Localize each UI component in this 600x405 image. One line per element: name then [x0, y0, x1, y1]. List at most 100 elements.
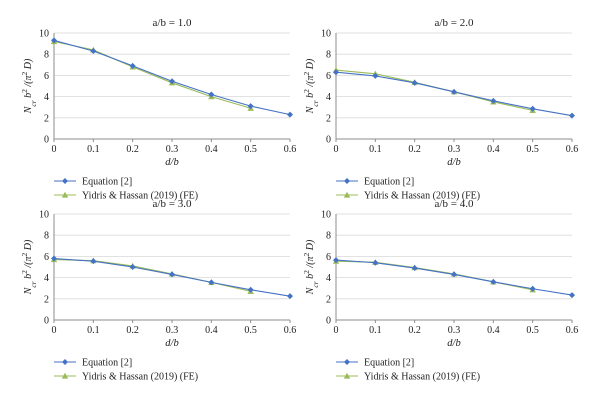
y-tick-label: 0 — [326, 316, 331, 327]
data-point-diamond — [529, 105, 536, 112]
y-tick-label: 4 — [326, 92, 331, 103]
legend-marker-triangle — [343, 191, 351, 198]
y-tick-label: 4 — [44, 273, 49, 284]
legend-entry: Yidris & Hassan (2019) (FE) — [336, 372, 480, 383]
data-point-diamond — [208, 279, 215, 286]
series-line — [53, 259, 251, 292]
y-tick-label: 8 — [44, 50, 49, 61]
legend-marker-diamond — [62, 178, 68, 184]
legend-label: Equation [2] — [82, 358, 132, 369]
y-tick-label: 0 — [326, 135, 331, 146]
legend-label: Yidris & Hassan (2019) (FE) — [82, 372, 198, 383]
data-point-diamond — [372, 259, 379, 266]
series-line — [53, 40, 251, 109]
data-point-diamond — [129, 62, 136, 69]
x-tick-label: 0.4 — [487, 325, 500, 336]
data-point-diamond — [411, 265, 418, 272]
x-tick-label: 0.2 — [408, 325, 421, 336]
y-tick-label: 8 — [326, 50, 331, 61]
x-tick-label: 0 — [334, 325, 339, 336]
y-tick-label: 6 — [326, 252, 331, 263]
series-line — [335, 69, 533, 111]
y-tick-label: 10 — [321, 29, 331, 40]
x-tick-label: 0.5 — [244, 325, 257, 336]
x-tick-label: 0.5 — [244, 144, 257, 155]
y-tick-label: 0 — [44, 135, 49, 146]
x-tick-label: 0.6 — [284, 144, 297, 155]
y-tick-label: 4 — [326, 273, 331, 284]
y-tick-label: 6 — [326, 71, 331, 82]
y-axis-label: Ncr b2 /(π2 D) — [20, 239, 38, 295]
x-axis-label: d/b — [165, 157, 178, 168]
data-point-diamond — [208, 91, 215, 98]
x-tick-label: 0.4 — [205, 325, 218, 336]
y-tick-label: 0 — [44, 316, 49, 327]
x-tick-label: 0.5 — [526, 325, 539, 336]
x-tick-label: 0.1 — [87, 144, 100, 155]
y-tick-label: 10 — [39, 29, 49, 40]
legend-label: Equation [2] — [364, 358, 414, 369]
x-tick-label: 0.4 — [205, 144, 218, 155]
data-point-diamond — [169, 78, 175, 85]
data-point-diamond — [569, 112, 575, 119]
y-tick-label: 10 — [39, 210, 49, 221]
y-tick-label: 10 — [321, 210, 331, 221]
x-tick-label: 0.5 — [526, 144, 539, 155]
x-tick-label: 0.2 — [126, 325, 139, 336]
chart-title: a/b = 1.0 — [153, 17, 192, 29]
x-tick-label: 0.1 — [87, 325, 100, 336]
x-tick-label: 0.2 — [408, 144, 421, 155]
x-tick-label: 0.3 — [448, 325, 461, 336]
data-point-diamond — [169, 271, 175, 278]
y-tick-label: 4 — [44, 92, 49, 103]
data-point-diamond — [333, 257, 339, 264]
x-axis-label: d/b — [447, 157, 460, 168]
y-tick-label: 2 — [44, 294, 49, 305]
x-tick-label: 0.6 — [284, 325, 297, 336]
chart-panel-2: 0 2 4 6 8 10 0 0.1 0.2 0.3 0.4 0.5 0.6 a/b = 2.0 d/b Nc… — [302, 17, 579, 202]
chart-panel-1: 0 2 4 6 8 10 0 0.1 0.2 0.3 0.4 0.5 0.6 a/b = 1.0 d/b Nc… — [20, 17, 297, 202]
y-tick-label: 6 — [44, 252, 49, 263]
data-point-diamond — [490, 97, 497, 104]
data-point-diamond — [411, 79, 418, 86]
legend-marker-triangle — [61, 372, 69, 379]
chart-title: a/b = 4.0 — [435, 198, 474, 210]
x-tick-label: 0.6 — [566, 325, 579, 336]
x-tick-label: 0.2 — [126, 144, 139, 155]
legend-label: Equation [2] — [82, 177, 132, 188]
x-tick-label: 0.1 — [369, 144, 382, 155]
legend-label: Yidris & Hassan (2019) (FE) — [364, 191, 480, 202]
x-axis-label: d/b — [447, 338, 460, 349]
legend-marker-diamond — [344, 359, 350, 365]
series-line — [335, 260, 533, 291]
x-tick-label: 0 — [334, 144, 339, 155]
x-tick-label: 0.1 — [369, 325, 382, 336]
legend-entry: Equation [2] — [54, 177, 132, 188]
data-point-diamond — [287, 293, 293, 300]
legend-marker-diamond — [62, 359, 68, 365]
data-point-diamond — [51, 37, 57, 44]
legend-label: Yidris & Hassan (2019) (FE) — [82, 191, 198, 202]
legend-entry: Yidris & Hassan (2019) (FE) — [336, 191, 480, 202]
x-tick-label: 0.4 — [487, 144, 500, 155]
data-point-diamond — [490, 278, 497, 285]
chart-panel-4: 0 2 4 6 8 10 0 0.1 0.2 0.3 0.4 0.5 0.6 a/b = 4.0 d/b Nc… — [302, 198, 579, 383]
data-point-diamond — [90, 48, 97, 55]
legend-marker-triangle — [343, 372, 351, 379]
chart-title: a/b = 3.0 — [153, 198, 192, 210]
y-tick-label: 2 — [44, 113, 49, 124]
legend-entry: Equation [2] — [336, 177, 414, 188]
legend-entry: Yidris & Hassan (2019) (FE) — [54, 372, 198, 383]
data-point-diamond — [569, 292, 575, 299]
x-tick-label: 0.6 — [566, 144, 579, 155]
y-tick-label: 2 — [326, 294, 331, 305]
legend-entry: Yidris & Hassan (2019) (FE) — [54, 191, 198, 202]
y-tick-label: 8 — [44, 231, 49, 242]
x-tick-label: 0.3 — [166, 144, 179, 155]
chart-title: a/b = 2.0 — [435, 17, 474, 29]
y-tick-label: 8 — [326, 231, 331, 242]
data-point-diamond — [51, 255, 57, 262]
x-axis-label: d/b — [165, 338, 178, 349]
